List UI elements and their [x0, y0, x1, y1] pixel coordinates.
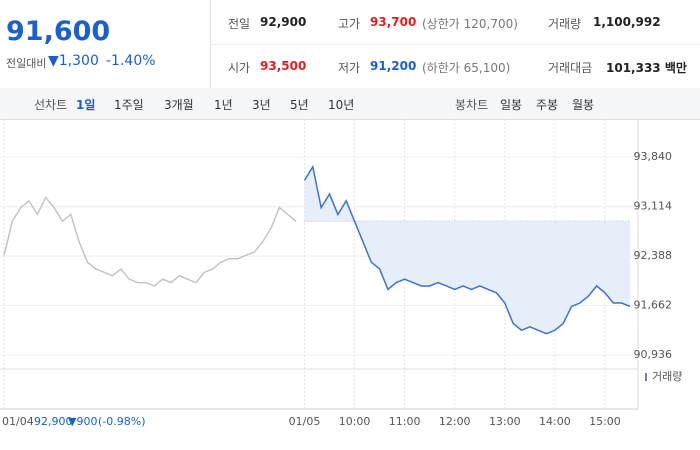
stat-value: 1,100,992: [593, 15, 661, 29]
chart: 90,936 91,662 92,388 93,114 93,840 01/04 01/05…: [0, 119, 700, 428]
volume-swatch: [645, 373, 647, 381]
y-tick-label: 92,388: [634, 249, 673, 262]
tab-bar: 선차트 봉차트 1일 1주일 3개월 1년 3년 5년 10년 일봉 주봉 월봉: [0, 88, 700, 120]
tab[interactable]: 3년: [252, 98, 271, 112]
tab[interactable]: 1주일: [114, 98, 144, 112]
y-tick-label: 90,936: [634, 348, 673, 361]
area: [304, 166, 630, 334]
x-tick-label: 15:00: [589, 415, 621, 428]
stat-value: 93,700: [370, 15, 417, 29]
x-tick-label: 12:00: [439, 415, 471, 428]
x-tick-label: 01/05: [289, 415, 321, 428]
stat-value: 92,900: [260, 15, 307, 29]
stat-value: 93,500: [260, 59, 307, 73]
y-tick-label: 93,114: [634, 200, 673, 213]
tab-group-label: 선차트: [34, 98, 68, 112]
line: [3, 196, 297, 287]
tab[interactable]: 10년: [328, 98, 355, 112]
tab[interactable]: 월봉: [572, 98, 595, 112]
stat-label: 시가: [228, 61, 251, 75]
tab[interactable]: 1년: [214, 98, 233, 112]
footer-text: ▼900: [68, 415, 97, 428]
header: 91,600 전일대비 ▼1,300 -1.40% 전일 92,900 고가 93,7…: [0, 0, 700, 89]
tab-group-label: 봉차트: [455, 98, 489, 112]
stat-note: (상한가 120,700): [422, 17, 518, 31]
tab[interactable]: 3개월: [164, 98, 194, 112]
x-tick-label: 14:00: [539, 415, 571, 428]
x-tick-label: 01/04: [2, 415, 34, 428]
x-tick-label: 11:00: [389, 415, 421, 428]
tab[interactable]: 5년: [290, 98, 309, 112]
stat-label: 거래량: [548, 17, 582, 31]
x-tick-label: 10:00: [339, 415, 371, 428]
change: ▼1,300: [48, 53, 99, 69]
stat-label: 고가: [338, 17, 361, 31]
stat-value: 101,333 백만: [606, 61, 687, 75]
stat-label: 거래대금: [548, 61, 593, 75]
y-tick-label: 91,662: [634, 299, 673, 312]
y-tick-label: 93,840: [634, 150, 673, 163]
tab[interactable]: 일봉: [500, 98, 523, 112]
stat-label: 저가: [338, 61, 361, 75]
price: 91,600: [6, 16, 111, 47]
stat-note: (하한가 65,100): [422, 61, 511, 75]
change-label: 전일대비: [6, 57, 47, 70]
volume-label: 거래량: [652, 370, 682, 383]
divider: [210, 44, 700, 45]
change-pct: -1.40%: [106, 53, 156, 69]
x-tick-label: 13:00: [489, 415, 521, 428]
footer-text: 92,900: [34, 415, 73, 428]
line: [303, 164, 631, 335]
stat-value: 91,200: [370, 59, 417, 73]
footer-text: (-0.98%): [98, 415, 146, 428]
tab[interactable]: 주봉: [536, 98, 559, 112]
tab[interactable]: 1일: [76, 98, 96, 112]
stat-label: 전일: [228, 17, 251, 31]
